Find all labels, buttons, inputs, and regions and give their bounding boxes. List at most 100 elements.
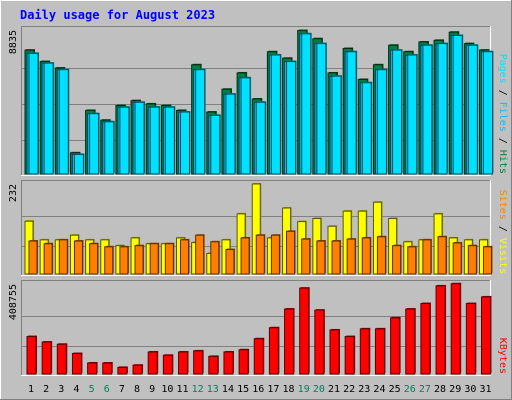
day-label: 7 [119, 384, 125, 395]
pages-bar [422, 44, 433, 175]
kbytes-bar [162, 354, 173, 375]
pages-bar [483, 51, 493, 175]
sites-bar [225, 249, 235, 275]
day-label: 27 [419, 384, 431, 395]
day-label: 31 [479, 384, 491, 395]
day-label: 23 [358, 384, 370, 395]
pages-bar [149, 106, 160, 175]
sites-bar [422, 239, 432, 275]
sites-bar [316, 240, 326, 275]
legend: Sites / Visits [497, 190, 508, 274]
sites-bar [346, 238, 356, 275]
kbytes-bar [223, 351, 234, 375]
kbytes-bar [405, 308, 416, 375]
legend-pages: Pages [497, 54, 508, 84]
pages-bar [392, 49, 403, 175]
kbytes-bar [87, 362, 98, 375]
legend-hits: Hits [497, 150, 508, 174]
day-label: 19 [298, 384, 310, 395]
kbytes-bar [299, 287, 310, 375]
kbytes-bar [268, 327, 279, 375]
pages-bar [210, 114, 221, 175]
pages-bar [376, 69, 387, 175]
day-label: 25 [389, 384, 401, 395]
day-label: 9 [149, 384, 155, 395]
sites-bar [89, 243, 99, 275]
day-label: 8 [134, 384, 140, 395]
sites-bar [437, 236, 447, 275]
pages-bar [270, 54, 281, 175]
kbytes-bar [178, 351, 188, 375]
day-label: 15 [237, 384, 249, 395]
kbytes-bar [117, 366, 128, 375]
pages-bar [195, 69, 206, 175]
pages-bar [89, 113, 100, 175]
legend-kbytes: KBytes [497, 338, 508, 374]
day-label: 1 [28, 384, 34, 395]
sites-bar [164, 243, 174, 275]
day-label: 2 [43, 384, 49, 395]
sites-bar [119, 246, 129, 275]
sites-bar [452, 242, 462, 275]
sites-bar [73, 240, 83, 275]
pages-bar [43, 62, 54, 175]
pages-bar [331, 75, 342, 175]
legend-visits: Visits [497, 238, 508, 274]
day-label: 4 [73, 384, 79, 395]
day-label: 18 [283, 384, 295, 395]
pages-bar [437, 43, 448, 175]
sites-bar [286, 230, 296, 275]
day-label: 10 [161, 384, 173, 395]
kbytes-bar [435, 285, 446, 375]
sites-bar [392, 245, 402, 275]
legend-separator: / [497, 132, 508, 150]
pages-bar [225, 93, 236, 175]
kbytes-bar [284, 308, 295, 375]
kbytes-bar [390, 317, 401, 375]
sites-bar [407, 246, 417, 275]
sites-bar [361, 237, 371, 275]
chart-title: Daily usage for August 2023 [20, 8, 215, 22]
day-label: 11 [176, 384, 188, 395]
sites-bar [376, 236, 386, 275]
kbytes-bar [56, 343, 67, 375]
kbytes-bar [193, 350, 204, 375]
day-label: 3 [58, 384, 64, 395]
sites-bar [270, 234, 280, 275]
sites-bar [240, 237, 250, 275]
sites-bar [483, 246, 492, 275]
legend-separator: / [497, 84, 508, 102]
day-label: 14 [222, 384, 234, 395]
kbytes-bar [374, 328, 385, 375]
pages-bar [119, 106, 130, 175]
legend: Pages / Files / Hits [497, 54, 508, 174]
day-label: 13 [207, 384, 219, 395]
day-label: 5 [89, 384, 95, 395]
svg-text:Sites / Visits: Sites / Visits [497, 190, 508, 274]
pages-bar [28, 52, 39, 175]
sites-bar [467, 245, 477, 275]
kbytes-bar [329, 329, 340, 375]
day-label: 16 [252, 384, 264, 395]
sites-bar [134, 245, 144, 275]
legend: KBytes [497, 338, 508, 374]
kbytes-bar [420, 303, 431, 375]
sites-bar [331, 240, 341, 275]
svg-text:Pages / Files / Hits: Pages / Files / Hits [497, 54, 508, 174]
kbytes-bar [344, 336, 355, 375]
y-max-label: 232 [8, 184, 19, 202]
kbytes-bar [132, 364, 143, 375]
pages-bar [73, 153, 84, 175]
sites-bar [180, 239, 189, 275]
kbytes-bar [359, 328, 370, 375]
sites-bar [58, 239, 68, 275]
kbytes-bar [238, 349, 249, 375]
pages-bar [134, 101, 145, 175]
kbytes-bar [208, 355, 219, 375]
kbytes-bar [253, 338, 264, 375]
kbytes-bar [465, 303, 476, 375]
kbytes-bar [71, 353, 82, 375]
pages-bar [104, 121, 115, 175]
pages-bar [407, 54, 418, 175]
